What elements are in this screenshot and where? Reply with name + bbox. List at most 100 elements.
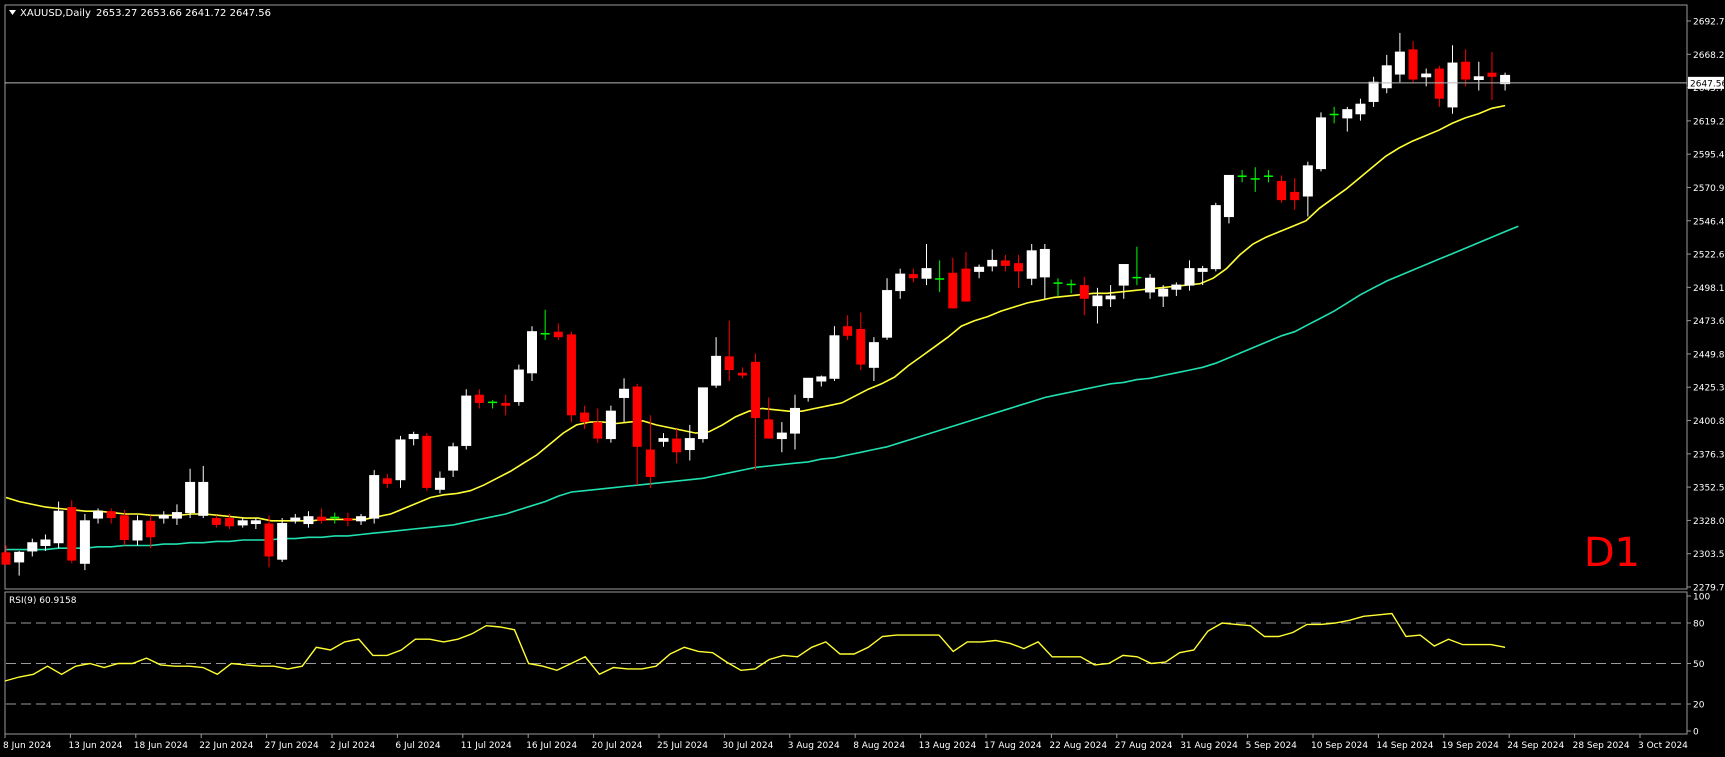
candle[interactable] <box>27 538 38 557</box>
candle[interactable] <box>93 508 104 524</box>
candle[interactable] <box>1277 175 1287 203</box>
candle[interactable] <box>250 518 261 530</box>
candle[interactable] <box>1434 65 1444 107</box>
candle[interactable] <box>1316 112 1326 172</box>
candle[interactable] <box>1302 161 1313 217</box>
candle[interactable] <box>882 278 893 340</box>
candle[interactable] <box>803 377 814 402</box>
candle[interactable] <box>737 367 747 379</box>
candle[interactable] <box>513 364 524 406</box>
candle[interactable] <box>40 534 51 551</box>
candle[interactable] <box>211 515 221 528</box>
candle[interactable] <box>527 326 537 382</box>
candle[interactable] <box>185 468 196 519</box>
candle[interactable] <box>1053 278 1063 297</box>
candle[interactable] <box>1461 49 1471 87</box>
candle[interactable] <box>67 500 77 564</box>
candle[interactable] <box>1421 68 1432 87</box>
candle[interactable] <box>171 504 182 525</box>
candle[interactable] <box>1118 264 1129 299</box>
candle[interactable] <box>277 518 288 562</box>
candle[interactable] <box>1066 279 1076 294</box>
candle[interactable] <box>935 260 945 292</box>
candles[interactable] <box>1 32 1511 576</box>
candle[interactable] <box>1171 282 1182 297</box>
candle[interactable] <box>1368 76 1379 107</box>
candle[interactable] <box>290 513 301 524</box>
candle[interactable] <box>1250 167 1260 192</box>
candle[interactable] <box>488 400 498 409</box>
candle[interactable] <box>501 394 511 416</box>
candle[interactable] <box>1381 54 1392 94</box>
candle[interactable] <box>921 243 932 286</box>
candle[interactable] <box>395 435 406 488</box>
candle[interactable] <box>987 249 998 272</box>
candle[interactable] <box>1329 106 1339 124</box>
candle[interactable] <box>856 312 866 371</box>
candle[interactable] <box>1237 169 1247 183</box>
candle[interactable] <box>303 511 314 528</box>
candle[interactable] <box>356 513 367 525</box>
candle[interactable] <box>724 320 734 382</box>
candle[interactable] <box>369 470 380 524</box>
candle[interactable] <box>645 415 655 488</box>
candle[interactable] <box>198 465 209 519</box>
candle[interactable] <box>474 389 484 409</box>
candle[interactable] <box>684 424 695 461</box>
candle[interactable] <box>158 511 169 524</box>
candle[interactable] <box>106 508 116 524</box>
candle[interactable] <box>593 408 603 443</box>
candle[interactable] <box>79 513 90 571</box>
candle[interactable] <box>895 268 906 299</box>
candle[interactable] <box>1223 174 1234 224</box>
candle[interactable] <box>632 383 642 486</box>
candle[interactable] <box>580 405 590 429</box>
candle[interactable] <box>1000 254 1010 272</box>
candle[interactable] <box>908 268 918 283</box>
candle[interactable] <box>1158 285 1169 308</box>
candle[interactable] <box>1079 276 1089 316</box>
candle[interactable] <box>1342 106 1353 132</box>
candle[interactable] <box>434 471 445 494</box>
candle[interactable] <box>225 513 235 530</box>
candle[interactable] <box>461 389 472 450</box>
candle[interactable] <box>1473 61 1484 91</box>
candle[interactable] <box>816 375 827 387</box>
candle[interactable] <box>974 264 985 279</box>
candle[interactable] <box>1500 72 1511 91</box>
candle[interactable] <box>146 515 156 549</box>
candle[interactable] <box>658 433 669 447</box>
candle[interactable] <box>1 545 11 565</box>
candle[interactable] <box>1210 202 1221 272</box>
candle[interactable] <box>540 309 550 340</box>
candle[interactable] <box>317 508 327 524</box>
candle[interactable] <box>1408 41 1418 83</box>
candle[interactable] <box>961 252 971 302</box>
candle[interactable] <box>829 326 840 382</box>
candle[interactable] <box>1487 52 1497 101</box>
candle[interactable] <box>697 387 708 443</box>
candle[interactable] <box>382 474 392 488</box>
candle[interactable] <box>264 515 274 568</box>
candle[interactable] <box>119 509 129 546</box>
candle[interactable] <box>1447 45 1458 114</box>
candle[interactable] <box>605 405 616 443</box>
candle[interactable] <box>776 422 787 453</box>
candle[interactable] <box>868 337 879 382</box>
candle[interactable] <box>408 431 419 446</box>
candle[interactable] <box>330 512 340 524</box>
candle[interactable] <box>1105 285 1116 308</box>
candle[interactable] <box>764 397 774 439</box>
candle[interactable] <box>1145 274 1156 299</box>
candle[interactable] <box>1092 287 1103 324</box>
candle[interactable] <box>619 378 630 423</box>
candle[interactable] <box>1026 243 1037 286</box>
candle[interactable] <box>1355 98 1366 121</box>
candle[interactable] <box>751 353 761 471</box>
candle[interactable] <box>448 442 459 477</box>
candle[interactable] <box>948 257 958 309</box>
candle[interactable] <box>1290 178 1300 210</box>
candle[interactable] <box>237 518 248 528</box>
candle[interactable] <box>1014 254 1024 288</box>
candle[interactable] <box>1184 260 1195 291</box>
